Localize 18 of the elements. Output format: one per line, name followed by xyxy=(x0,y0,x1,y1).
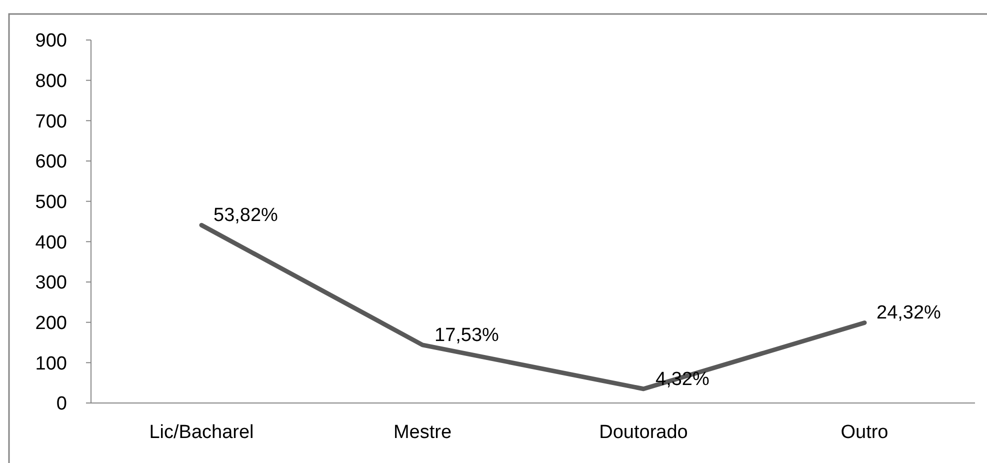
annotation: 17,53% xyxy=(434,324,500,346)
annotation: 53,82% xyxy=(214,205,278,226)
y-tick-label: 700 xyxy=(35,111,67,132)
y-tick-label: 600 xyxy=(35,152,67,173)
line-series xyxy=(199,222,867,392)
y-tick-label: 800 xyxy=(35,70,67,92)
y-tick-label: 0 xyxy=(56,394,67,415)
x-tick-label: Outro xyxy=(840,422,888,443)
y-tick-label: 500 xyxy=(35,192,67,213)
x-tick-label: Mestre xyxy=(393,422,452,443)
y-tick-label: 200 xyxy=(35,312,67,334)
x-tick-label: Doutorado xyxy=(599,422,688,443)
annotation: 24,32% xyxy=(876,302,942,324)
x-tick-label: Lic/Bacharel xyxy=(149,422,254,443)
y-tick-label: 400 xyxy=(35,232,67,254)
y-tick-label: 100 xyxy=(35,353,67,374)
y-tick-label: 900 xyxy=(35,30,67,52)
y-tick-label: 300 xyxy=(35,272,67,294)
